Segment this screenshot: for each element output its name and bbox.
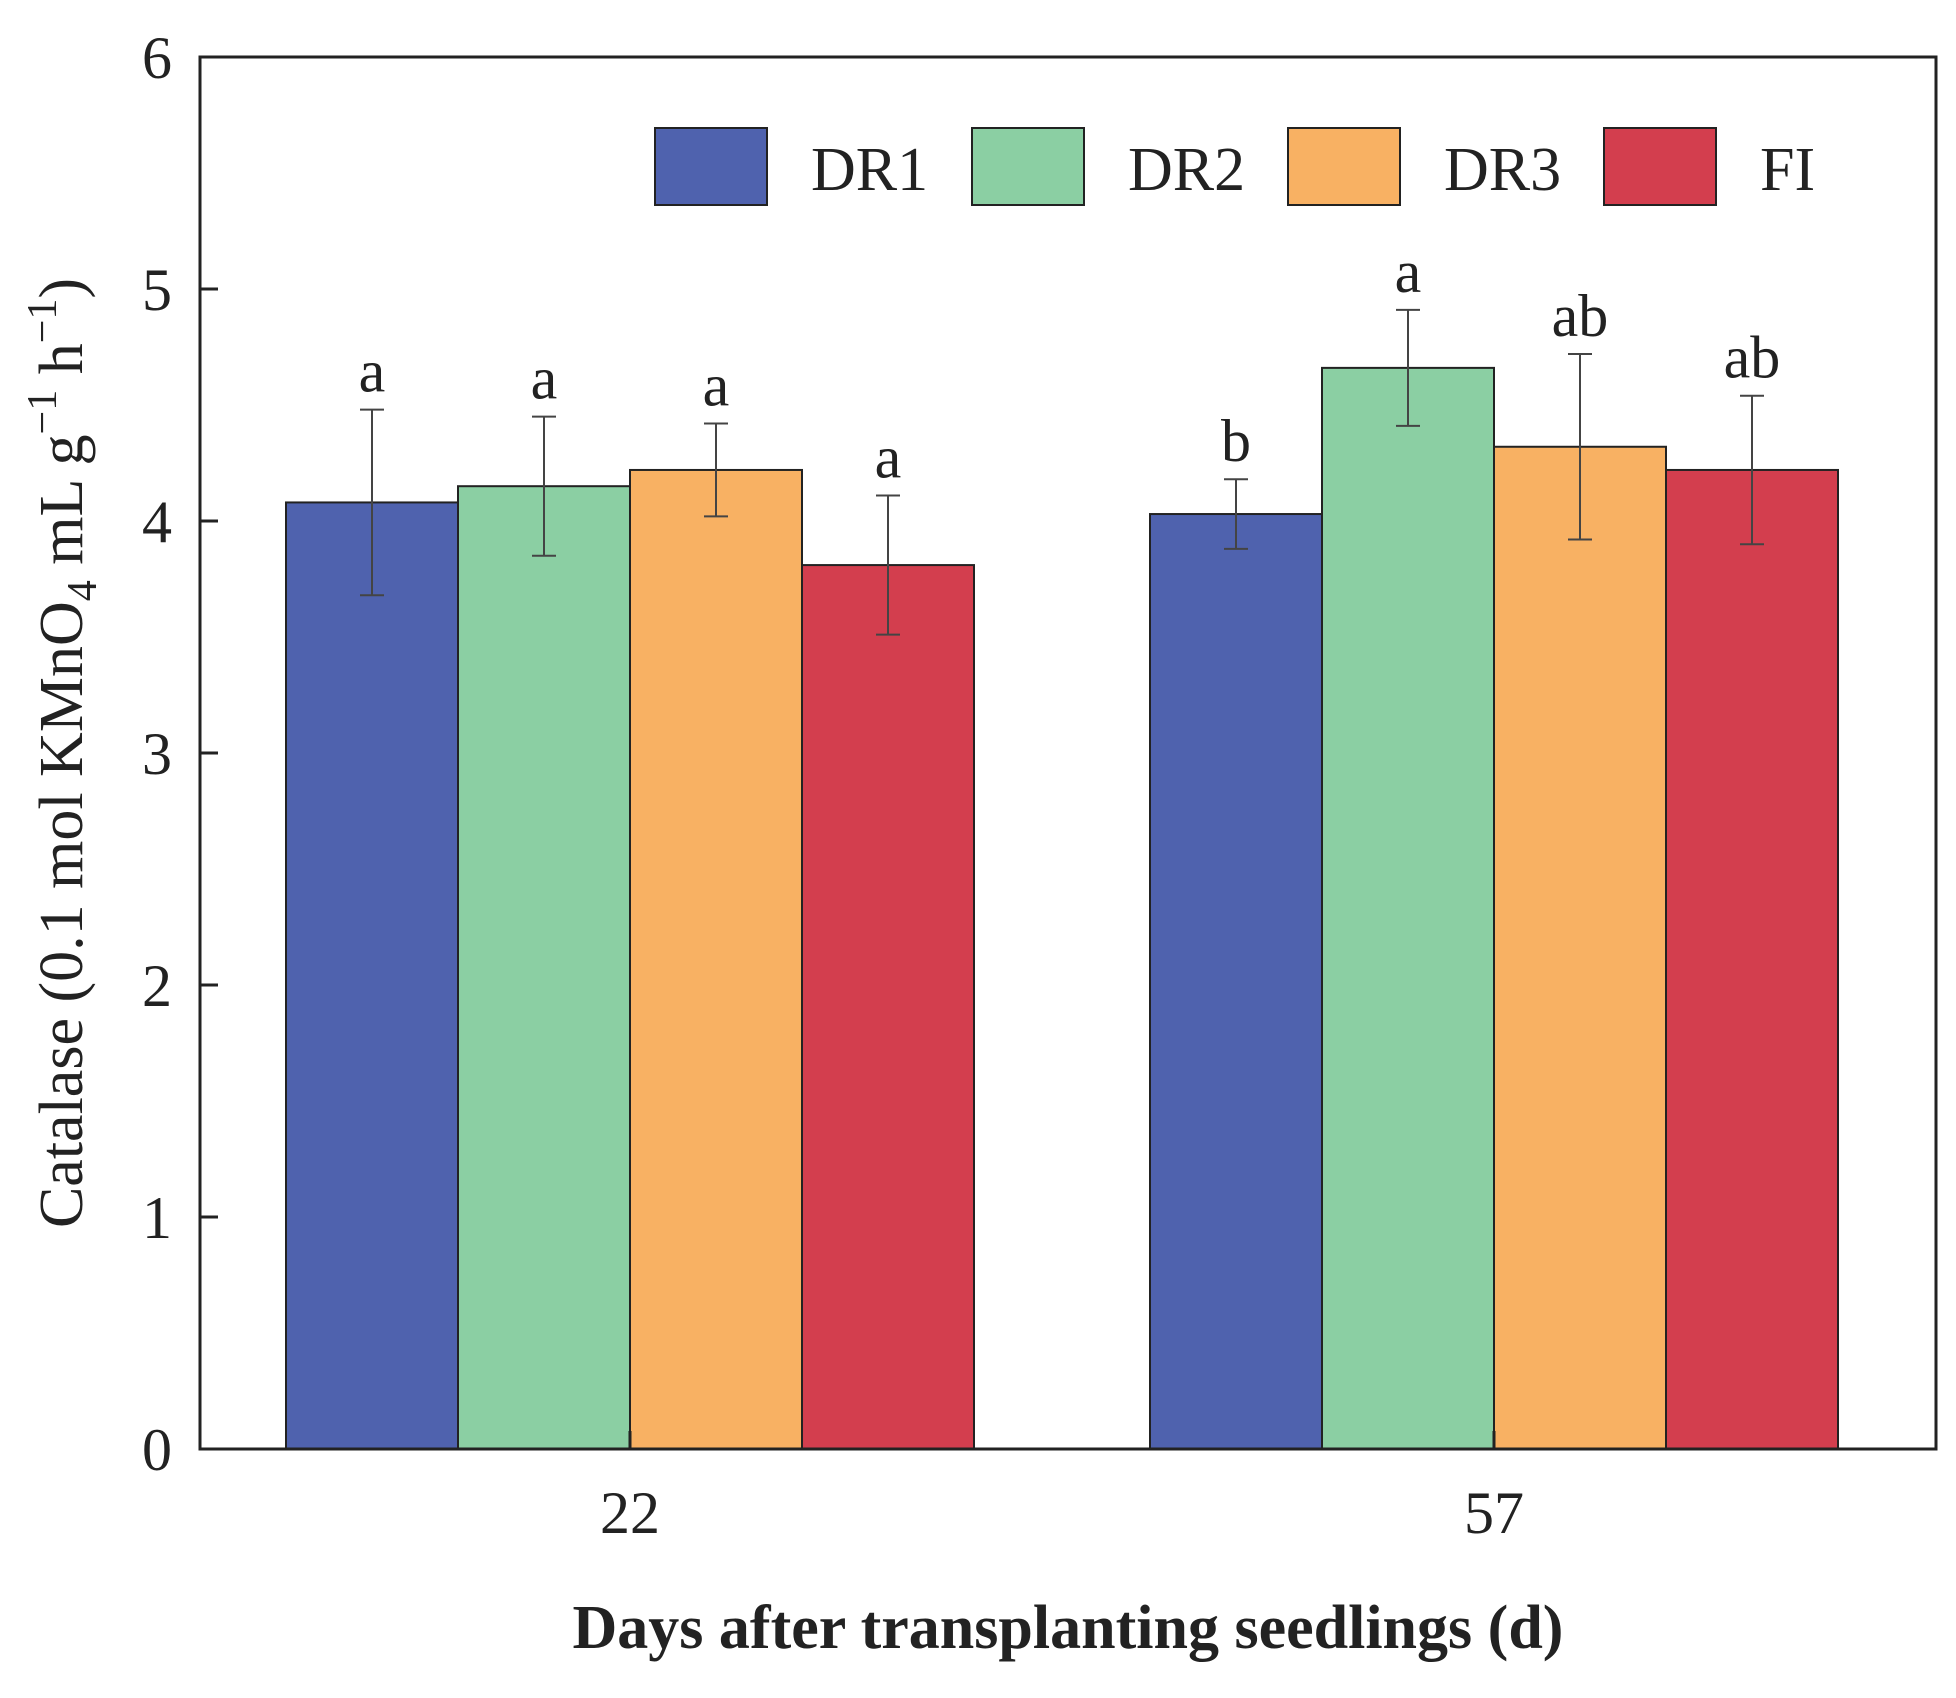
legend-label-dr2: DR2	[1128, 136, 1245, 204]
legend-item-dr3: DR3	[1287, 127, 1561, 206]
error-bar-fi-day-22	[876, 494, 900, 636]
significance-label-dr3-day-22: a	[703, 353, 730, 419]
y-tick-label-4: 4	[142, 489, 172, 555]
legend: DR1 DR2 DR3 FI	[654, 127, 1815, 206]
legend-swatch-dr3	[1287, 127, 1401, 206]
bars-layer	[285, 366, 1839, 1450]
y-tick-label-0: 0	[142, 1417, 172, 1483]
bar-fi-day-57	[1665, 468, 1839, 1450]
bar-dr2-day-57	[1321, 366, 1495, 1450]
legend-label-dr3: DR3	[1444, 136, 1561, 204]
significance-label-fi-day-22: a	[875, 424, 902, 490]
bar-dr1-day-57	[1149, 513, 1323, 1450]
significance-label-dr2-day-57: a	[1395, 239, 1422, 305]
error-bar-dr3-day-57	[1568, 352, 1592, 541]
legend-item-dr1: DR1	[654, 127, 928, 206]
y-tick-label-1: 1	[142, 1185, 172, 1251]
y-axis-title: Catalase (0.1 mol KMnO4 mL g−1 h−1)	[20, 278, 106, 1228]
bar-dr3-day-22	[629, 468, 803, 1450]
x-axis-title: Days after transplanting seedlings (d)	[573, 1594, 1564, 1662]
legend-swatch-dr1	[654, 127, 768, 206]
error-bar-fi-day-57	[1740, 394, 1764, 546]
legend-swatch-fi	[1603, 127, 1717, 206]
error-bars-layer	[360, 308, 1764, 636]
legend-item-fi: FI	[1603, 127, 1815, 206]
legend-swatch-dr2	[971, 127, 1085, 206]
significance-label-dr1-day-22: a	[359, 339, 386, 405]
bar-dr3-day-57	[1493, 445, 1667, 1450]
error-bar-dr2-day-57	[1396, 308, 1420, 427]
y-axis-ticks: 0 1 2 3 4 5 6	[142, 25, 218, 1483]
y-tick-label-5: 5	[142, 257, 172, 323]
error-bar-dr1-day-22	[360, 408, 384, 597]
y-tick-label-6: 6	[142, 25, 172, 91]
significance-label-dr1-day-57: b	[1221, 408, 1251, 474]
legend-item-dr2: DR2	[971, 127, 1245, 206]
x-tick-label-57: 57	[1464, 1480, 1524, 1546]
significance-label-dr2-day-22: a	[531, 346, 558, 412]
y-tick-label-3: 3	[142, 721, 172, 787]
bar-dr1-day-22	[285, 501, 459, 1450]
x-axis-ticks: 22 57	[600, 1431, 1524, 1546]
significance-label-dr3-day-57: ab	[1552, 283, 1609, 349]
error-bar-dr3-day-22	[704, 422, 728, 518]
bar-dr2-day-22	[457, 485, 631, 1450]
significance-label-fi-day-57: ab	[1724, 325, 1781, 391]
x-tick-label-22: 22	[600, 1480, 660, 1546]
y-tick-label-2: 2	[142, 953, 172, 1019]
error-bar-dr2-day-22	[532, 415, 556, 557]
legend-label-fi: FI	[1760, 136, 1815, 204]
bar-fi-day-22	[801, 564, 975, 1450]
legend-label-dr1: DR1	[811, 136, 928, 204]
error-bar-dr1-day-57	[1224, 478, 1248, 550]
